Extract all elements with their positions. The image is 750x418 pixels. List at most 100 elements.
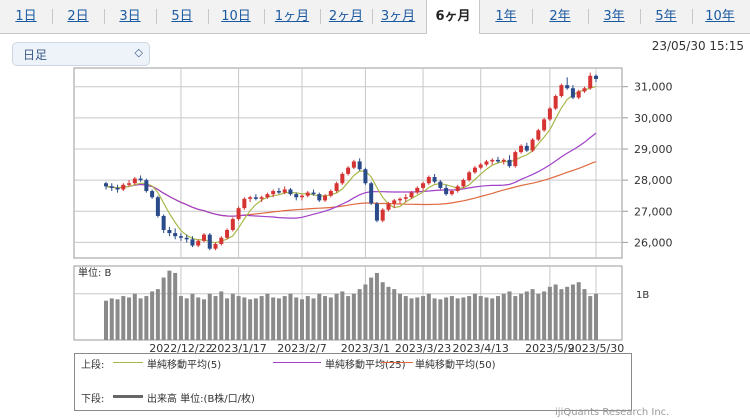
candle-body xyxy=(161,215,166,230)
volume-bar xyxy=(478,296,483,340)
candle-body xyxy=(150,191,155,198)
candle-body xyxy=(276,191,281,193)
volume-bar xyxy=(403,296,408,340)
tab-3[interactable]: 5日 xyxy=(171,9,193,24)
period-tabs: 1日 2日 3日 5日 10日 1ヶ月 2ヶ月 3ヶ月 6ヶ月 1年 2年 3年 5年 10年 xyxy=(0,0,750,34)
candle-body xyxy=(438,181,443,188)
candle-body xyxy=(340,173,345,184)
volume-bar xyxy=(207,293,212,340)
price-y-tick-label: 26,000 xyxy=(634,236,673,249)
candle-body xyxy=(472,167,477,173)
candle-body xyxy=(449,191,454,195)
candle-body xyxy=(236,208,241,220)
tab-6[interactable]: 2ヶ月 xyxy=(328,9,364,24)
candle-body xyxy=(426,177,431,184)
copyright-footer: ijiQuants Research Inc. xyxy=(555,407,670,418)
tab-separator xyxy=(372,9,373,24)
candle-body xyxy=(248,197,253,199)
volume-bar xyxy=(559,289,564,340)
tab-separator xyxy=(320,9,321,24)
candle-body xyxy=(565,85,570,89)
legend-ma25-swatch xyxy=(273,362,321,363)
tab-0[interactable]: 1日 xyxy=(15,9,37,24)
timeframe-select[interactable]: 日足 ◇ xyxy=(12,42,150,66)
volume-bar xyxy=(392,289,397,340)
volume-bar xyxy=(300,299,304,340)
volume-bar xyxy=(104,300,108,340)
candle-body xyxy=(594,75,598,79)
candle-body xyxy=(346,167,351,174)
volume-bar xyxy=(311,298,316,340)
volume-bar xyxy=(109,298,114,340)
volume-bar xyxy=(138,298,143,340)
volume-bar xyxy=(461,297,466,340)
tab-separator xyxy=(692,9,693,24)
volume-bar xyxy=(421,296,426,340)
volume-bar xyxy=(351,293,356,340)
tab-separator xyxy=(52,9,53,24)
candle-body xyxy=(300,195,304,198)
candle-body xyxy=(104,183,108,187)
legend-volume-label: 出来高 単位:(B株/口/枚) xyxy=(147,394,255,405)
up-down-chevron-icon: ◇ xyxy=(134,46,143,59)
candle-body xyxy=(132,178,137,184)
candle-body xyxy=(323,195,328,201)
volume-bar xyxy=(328,297,333,340)
tab-separator xyxy=(156,9,157,24)
candle-body xyxy=(288,189,293,195)
tab-7[interactable]: 3ヶ月 xyxy=(380,9,416,24)
candle-body xyxy=(588,75,593,89)
volume-bar xyxy=(386,286,391,340)
tab-separator xyxy=(264,9,265,24)
legend-lower-label: 下段: xyxy=(81,394,105,405)
candle-body xyxy=(173,233,178,237)
candle-body xyxy=(542,119,547,131)
volume-bar xyxy=(582,289,587,340)
candle-body xyxy=(213,243,218,249)
candle-body xyxy=(386,203,391,210)
price-y-tick-label: 28,000 xyxy=(634,174,673,187)
candle-body xyxy=(138,178,143,181)
tab-separator xyxy=(532,9,533,24)
candle-body xyxy=(374,203,379,221)
tab-12[interactable]: 5年 xyxy=(655,9,677,24)
volume-bar xyxy=(415,297,420,340)
candle-body xyxy=(421,183,426,188)
candle-body xyxy=(202,234,206,241)
candle-body xyxy=(392,200,397,204)
volume-bar xyxy=(173,272,178,340)
volume-bar xyxy=(547,286,552,340)
tab-10[interactable]: 2年 xyxy=(549,9,571,24)
date-x-tick-label: 2023/3/23 xyxy=(395,342,451,355)
volume-bar xyxy=(438,299,443,340)
date-x-tick-label: 2023/2/7 xyxy=(277,342,326,355)
volume-bar xyxy=(144,296,149,340)
candle-body xyxy=(351,161,356,168)
tab-9[interactable]: 1年 xyxy=(495,9,517,24)
candle-body xyxy=(225,229,230,238)
legend-ma50-label: 単純移動平均(50) xyxy=(415,360,496,371)
tab-4[interactable]: 10日 xyxy=(221,9,251,24)
price-y-tick-label: 29,000 xyxy=(634,143,673,156)
price-y-tick-label: 30,000 xyxy=(634,112,673,125)
volume-bar xyxy=(369,277,374,340)
candle-body xyxy=(363,169,368,184)
legend: 上段: 単純移動平均(5) 単純移動平均(25) 単純移動平均(50) 下段: … xyxy=(74,353,632,411)
legend-upper-label: 上段: xyxy=(81,360,105,371)
tab-5[interactable]: 1ヶ月 xyxy=(274,9,310,24)
ma25-line xyxy=(105,132,597,219)
tab-13[interactable]: 10年 xyxy=(705,9,735,24)
candle-body xyxy=(536,130,541,140)
tab-11[interactable]: 3年 xyxy=(603,9,625,24)
volume-bar xyxy=(588,296,593,340)
candle-body xyxy=(559,85,564,97)
candle-body xyxy=(455,186,460,192)
tab-1[interactable]: 2日 xyxy=(67,9,89,24)
volume-bar xyxy=(346,296,351,340)
tab-separator xyxy=(640,9,641,24)
volume-bar xyxy=(225,298,230,340)
tab-8[interactable]: 6ヶ月 xyxy=(426,0,480,34)
candle-body xyxy=(253,197,258,199)
tab-2[interactable]: 3日 xyxy=(119,9,141,24)
volume-bar xyxy=(121,296,126,340)
